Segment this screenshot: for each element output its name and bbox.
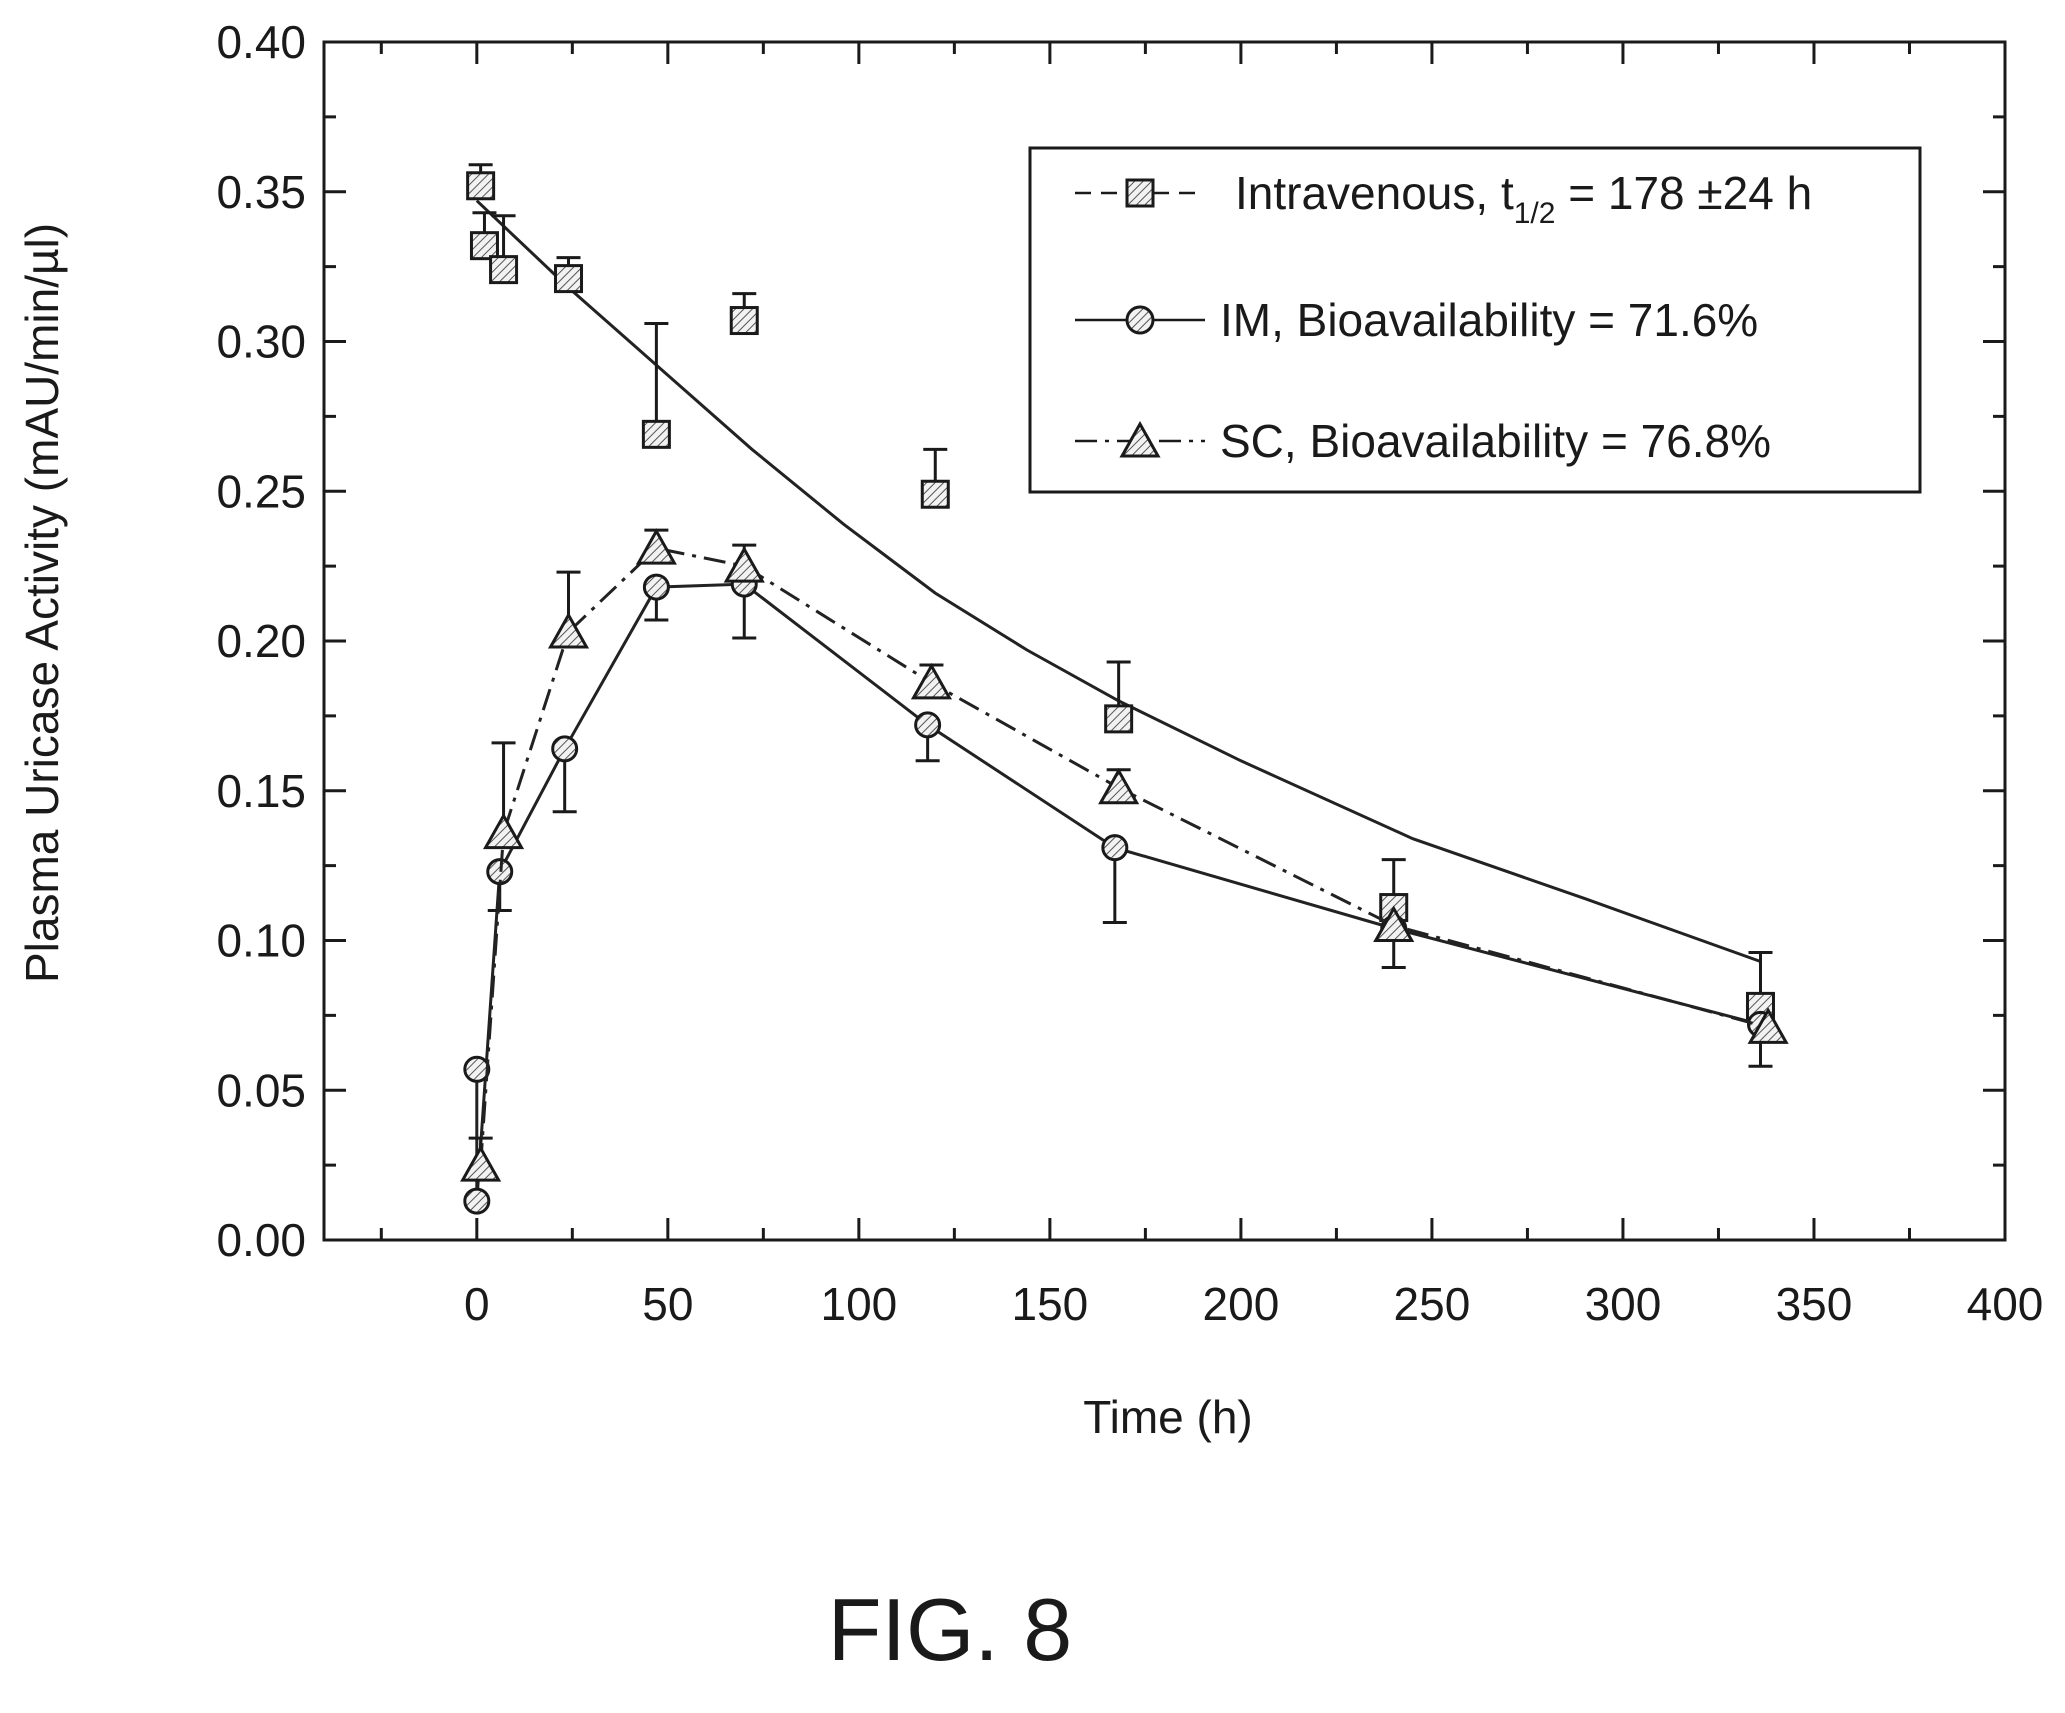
data-point-square [468, 173, 494, 199]
x-tick-label: 100 [820, 1278, 897, 1330]
data-point-square [922, 481, 948, 507]
data-point-square [471, 233, 497, 259]
y-tick-label: 0.25 [216, 465, 306, 517]
legend-label-intravenous-main: Intravenous, t [1235, 167, 1514, 219]
x-tick-label: 50 [642, 1278, 693, 1330]
data-point-triangle [638, 531, 674, 563]
y-tick-label: 0.05 [216, 1064, 306, 1116]
data-point-triangle [1101, 771, 1137, 803]
figure-caption: FIG. 8 [828, 1580, 1073, 1679]
data-point-triangle [726, 549, 762, 581]
data-point-triangle [486, 816, 522, 848]
y-tick-label: 0.30 [216, 316, 306, 368]
data-point-triangle [913, 666, 949, 698]
data-point-square [491, 257, 517, 283]
legend-marker-square [1127, 180, 1153, 206]
legend-label-intravenous-sub: 1/2 [1514, 197, 1556, 230]
y-tick-label: 0.15 [216, 765, 306, 817]
x-tick-label: 0 [464, 1278, 490, 1330]
data-point-circle [644, 575, 668, 599]
legend-label-intravenous-rest: = 178 ±24 h [1555, 167, 1812, 219]
x-tick-label: 300 [1585, 1278, 1662, 1330]
data-point-circle [916, 713, 940, 737]
data-point-square [556, 266, 582, 292]
data-point-triangle [463, 1148, 499, 1180]
legend: Intravenous, t1/2 = 178 ±24 h IM, Bioava… [1030, 148, 1920, 492]
x-tick-label: 150 [1012, 1278, 1089, 1330]
y-tick-label: 0.40 [216, 16, 306, 68]
legend-label-sc: SC, Bioavailability = 76.8% [1220, 415, 1771, 467]
legend-label-im: IM, Bioavailability = 71.6% [1220, 294, 1758, 346]
y-tick-label: 0.00 [216, 1214, 306, 1266]
legend-marker-circle [1127, 307, 1153, 333]
data-point-square [731, 308, 757, 334]
x-axis-title: Time (h) [1083, 1391, 1253, 1443]
y-tick-label: 0.35 [216, 166, 306, 218]
y-axis-title: Plasma Uricase Activity (mAU/min/µl) [16, 223, 68, 983]
data-point-circle [465, 1189, 489, 1213]
x-tick-label: 200 [1203, 1278, 1280, 1330]
y-tick-label: 0.20 [216, 615, 306, 667]
data-point-circle [553, 737, 577, 761]
x-tick-label: 250 [1394, 1278, 1471, 1330]
data-point-circle [1103, 836, 1127, 860]
x-tick-label: 400 [1967, 1278, 2044, 1330]
y-tick-label: 0.10 [216, 915, 306, 967]
data-point-square [1106, 706, 1132, 732]
x-tick-label: 350 [1776, 1278, 1853, 1330]
data-point-square [643, 421, 669, 447]
